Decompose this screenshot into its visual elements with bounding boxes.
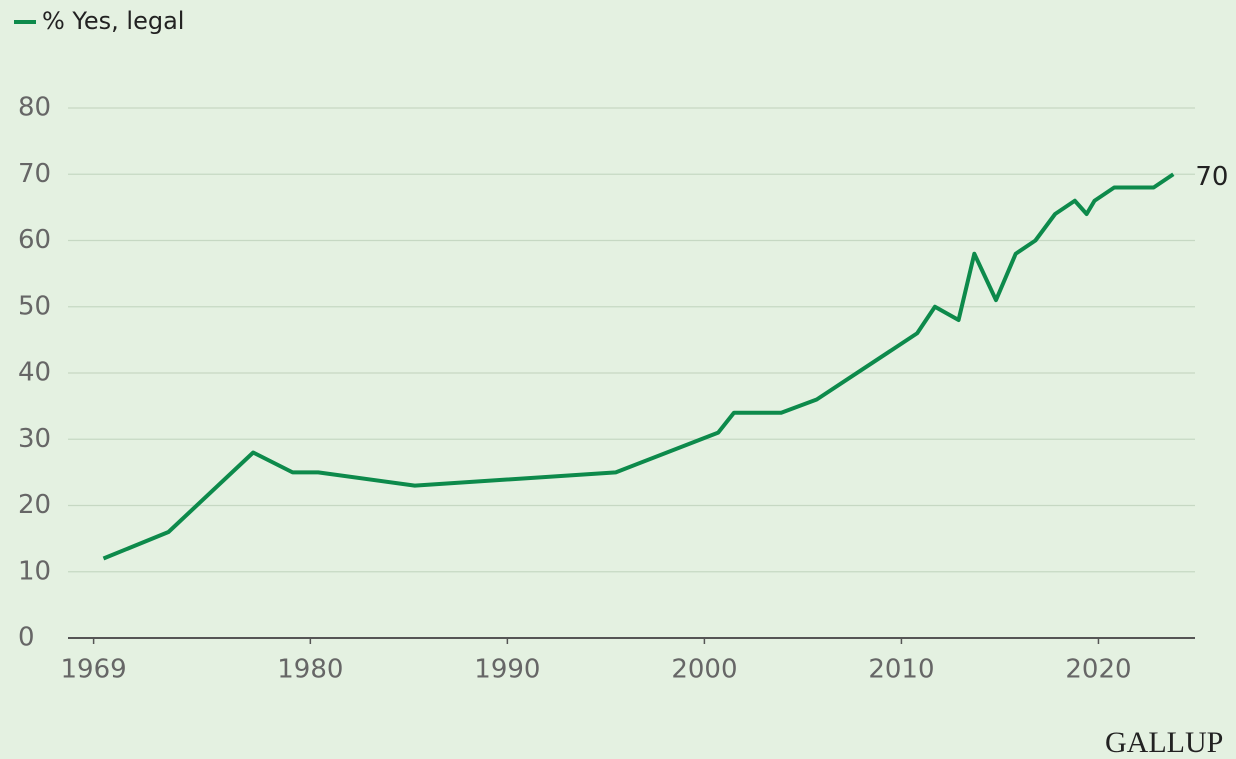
legend: % Yes, legal	[14, 7, 184, 35]
y-tick-label: 50	[18, 291, 51, 321]
legend-label: % Yes, legal	[42, 7, 184, 35]
brand-logo: GALLUP	[1105, 726, 1223, 759]
x-tick-label: 1980	[277, 655, 343, 685]
end-value-label: 70	[1195, 162, 1228, 192]
x-tick-label: 2000	[671, 655, 737, 685]
y-tick-label: 40	[18, 358, 51, 388]
x-tick-label: 2020	[1065, 655, 1131, 685]
y-tick-label: 80	[18, 93, 51, 123]
y-tick-label: 60	[18, 225, 51, 255]
y-tick-label: 10	[18, 556, 51, 586]
y-tick-label: 20	[18, 490, 51, 520]
data-line	[102, 172, 1175, 561]
y-tick-label: 70	[18, 159, 51, 189]
x-tick-label: 2010	[868, 655, 934, 685]
x-tick-label: 1990	[474, 655, 540, 685]
y-tick-label: 0	[18, 623, 35, 653]
y-tick-label: 30	[18, 424, 51, 454]
x-tick-label: 1969	[61, 655, 127, 685]
